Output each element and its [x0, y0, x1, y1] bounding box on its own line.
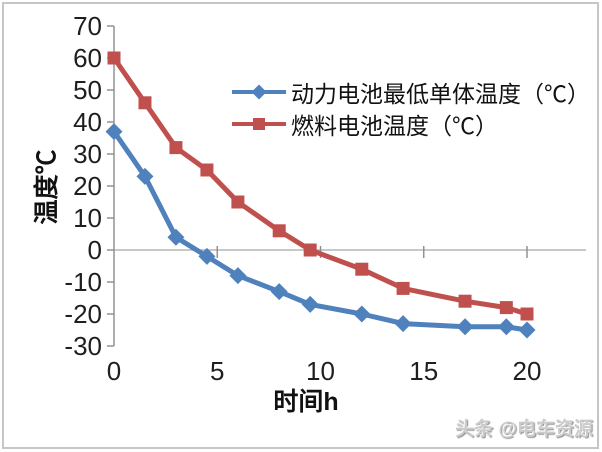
- data-point-square: [231, 195, 245, 209]
- data-point-diamond: [497, 318, 515, 336]
- x-tick-label: 5: [210, 356, 224, 386]
- data-point-square: [520, 307, 534, 321]
- x-tick-label: 20: [513, 356, 542, 386]
- data-point-square: [200, 163, 214, 177]
- y-tick-label: 20: [73, 171, 102, 201]
- x-tick-label: 0: [107, 356, 121, 386]
- data-point-square: [169, 141, 183, 155]
- legend-item-power-battery-min-cell-temp: 动力电池最低单体温度（℃）: [231, 76, 590, 108]
- y-tick-label: -10: [64, 267, 102, 297]
- data-point-diamond: [353, 305, 371, 323]
- data-point-diamond: [105, 123, 123, 141]
- legend-key-square: [253, 118, 265, 130]
- data-point-diamond: [518, 321, 536, 339]
- data-point-square: [458, 294, 472, 308]
- data-point-square: [499, 301, 513, 315]
- y-tick-label: 40: [73, 107, 102, 137]
- x-tick-label: 15: [409, 356, 438, 386]
- data-point-diamond: [229, 267, 247, 285]
- y-tick-label: 30: [73, 139, 102, 169]
- watermark: 头条 @电车资源: [455, 419, 593, 440]
- y-tick-label: 50: [73, 75, 102, 105]
- y-tick-label: 0: [88, 235, 102, 265]
- data-point-square: [272, 224, 286, 238]
- legend-key-diamond: [251, 84, 267, 100]
- data-point-diamond: [394, 315, 412, 333]
- data-point-diamond: [456, 318, 474, 336]
- data-point-diamond: [301, 295, 319, 313]
- data-point-diamond: [198, 247, 216, 265]
- data-point-diamond: [270, 283, 288, 301]
- y-tick-label: 70: [73, 11, 102, 41]
- data-point-square: [107, 51, 121, 65]
- data-point-diamond: [167, 228, 185, 246]
- y-tick-label: -20: [64, 299, 102, 329]
- data-point-diamond: [136, 167, 154, 185]
- x-tick-label: 10: [306, 356, 335, 386]
- legend-square-line-icon: [232, 118, 286, 130]
- data-point-square: [303, 243, 317, 257]
- y-tick-label: 10: [73, 203, 102, 233]
- y-tick-label: 60: [73, 43, 102, 73]
- legend-item-fuel-cell-temp: 燃料电池温度（℃）: [231, 108, 590, 140]
- legend: 动力电池最低单体温度（℃） 燃料电池温度（℃）: [231, 76, 590, 140]
- data-point-square: [138, 96, 152, 110]
- legend-label: 燃料电池温度（℃）: [291, 113, 498, 139]
- y-tick-label: -30: [64, 331, 102, 361]
- legend-label: 动力电池最低单体温度（℃）: [291, 81, 590, 107]
- data-point-square: [396, 281, 410, 295]
- legend-diamond-line-icon: [232, 84, 286, 100]
- x-axis-title: 时间h: [273, 388, 339, 416]
- series-line-1: [111, 55, 530, 317]
- data-point-square: [355, 262, 369, 276]
- y-axis-title: 温度℃: [33, 149, 61, 225]
